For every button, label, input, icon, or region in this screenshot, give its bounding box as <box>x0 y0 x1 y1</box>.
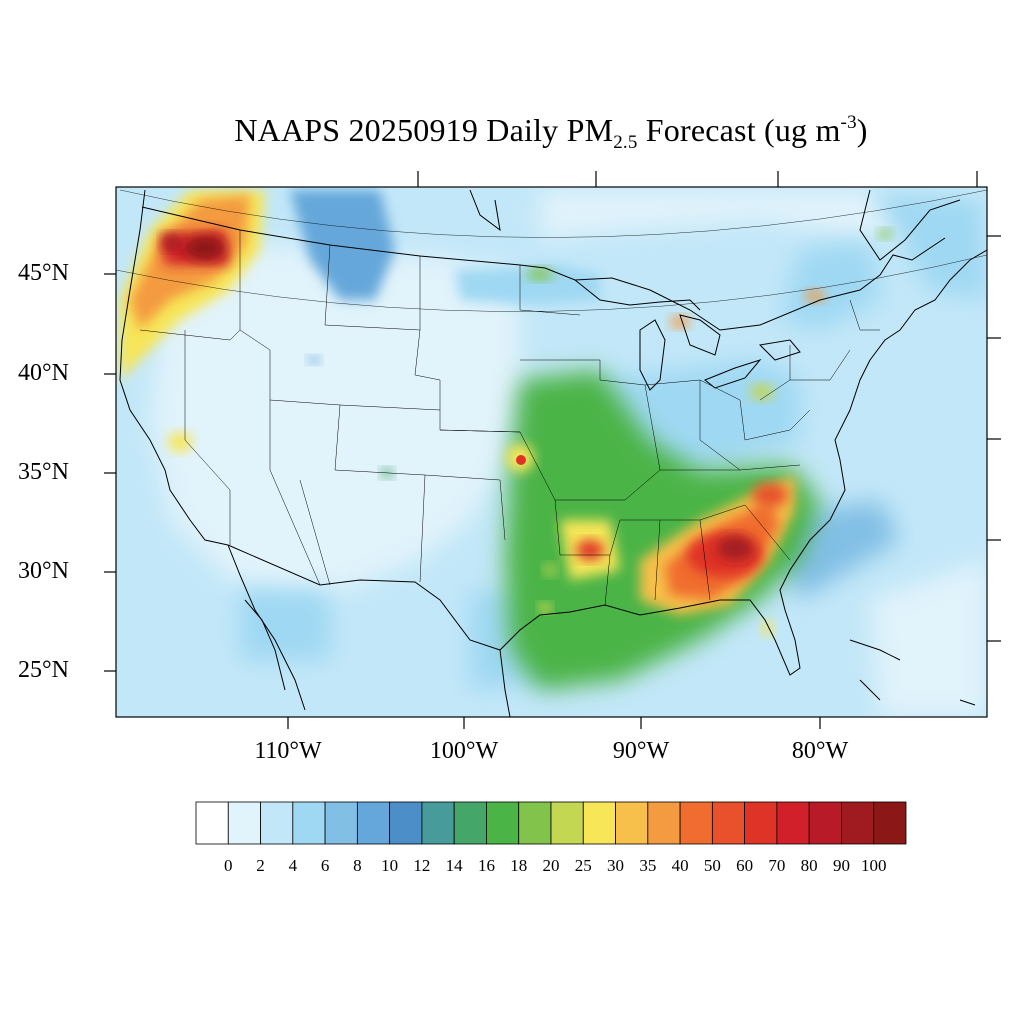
lat-label-45n: 45°N <box>18 260 69 286</box>
colorbar-swatch <box>260 801 294 845</box>
colorbar-label: 90 <box>832 856 850 875</box>
colorbar-swatch <box>227 801 261 845</box>
lon-label-110w: 110°W <box>254 738 322 764</box>
colorbar-swatch <box>324 801 358 845</box>
colorbar-label: 2 <box>256 856 265 875</box>
colorbar-swatch <box>808 801 842 845</box>
colorbar-label: 25 <box>574 856 592 875</box>
colorbar-label: 35 <box>639 856 657 875</box>
coastlines-and-borders <box>119 189 987 717</box>
colorbar-label: 6 <box>320 856 330 875</box>
lat-label-25n: 25°N <box>18 657 69 683</box>
colorbar-label: 70 <box>768 856 786 875</box>
colorbar-swatch <box>873 801 907 845</box>
colorbar-label: 0 <box>224 856 233 875</box>
colorbar-swatch <box>647 801 681 845</box>
colorbar-swatch <box>356 801 391 845</box>
colorbar-swatch <box>195 801 229 845</box>
colorbar-swatch <box>421 801 455 845</box>
colorbar-swatch <box>389 801 423 845</box>
colorbar-label: 50 <box>703 856 721 875</box>
colorbar-swatch <box>841 801 875 845</box>
colorbar-label: 100 <box>860 856 887 875</box>
map-title: NAAPS 20250919 Daily PM2.5 Forecast (ug … <box>234 112 868 153</box>
map-frame <box>115 186 988 718</box>
colorbar-label: 12 <box>413 856 431 875</box>
state-borders <box>139 230 880 606</box>
colorbar-label: 10 <box>381 856 399 875</box>
colorbar-swatch <box>744 801 778 845</box>
colorbar-swatch <box>486 801 520 845</box>
tick-marks <box>104 171 1001 729</box>
concentration-field <box>116 187 987 717</box>
colorbar-swatch <box>453 801 487 845</box>
colorbar-label: 40 <box>671 856 689 875</box>
lon-label-90w: 90°W <box>612 738 670 764</box>
colorbar-label: 16 <box>477 856 495 875</box>
graticule <box>116 189 987 312</box>
lat-label-35n: 35°N <box>18 459 69 485</box>
colorbar-label: 14 <box>445 856 463 875</box>
colorbar-swatch <box>679 801 713 845</box>
lat-label-30n: 30°N <box>18 558 69 584</box>
colorbar-swatch <box>776 801 810 845</box>
colorbar-swatch <box>582 801 616 845</box>
colorbar <box>195 801 907 845</box>
colorbar-swatch <box>518 801 552 845</box>
lon-label-80w: 80°W <box>791 738 849 764</box>
colorbar-label: 20 <box>542 856 560 875</box>
colorbar-label: 18 <box>510 856 528 875</box>
colorbar-swatch <box>615 801 649 845</box>
colorbar-swatch <box>550 801 584 845</box>
colorbar-label: 30 <box>607 856 625 875</box>
colorbar-label: 4 <box>288 856 298 875</box>
colorbar-label: 80 <box>800 856 818 875</box>
colorbar-label: 8 <box>353 856 362 875</box>
colorbar-label: 60 <box>736 856 754 875</box>
colorbar-swatch <box>292 801 326 845</box>
lon-label-100w: 100°W <box>429 738 499 764</box>
lat-label-40n: 40°N <box>18 360 69 386</box>
colorbar-swatch <box>711 801 746 845</box>
